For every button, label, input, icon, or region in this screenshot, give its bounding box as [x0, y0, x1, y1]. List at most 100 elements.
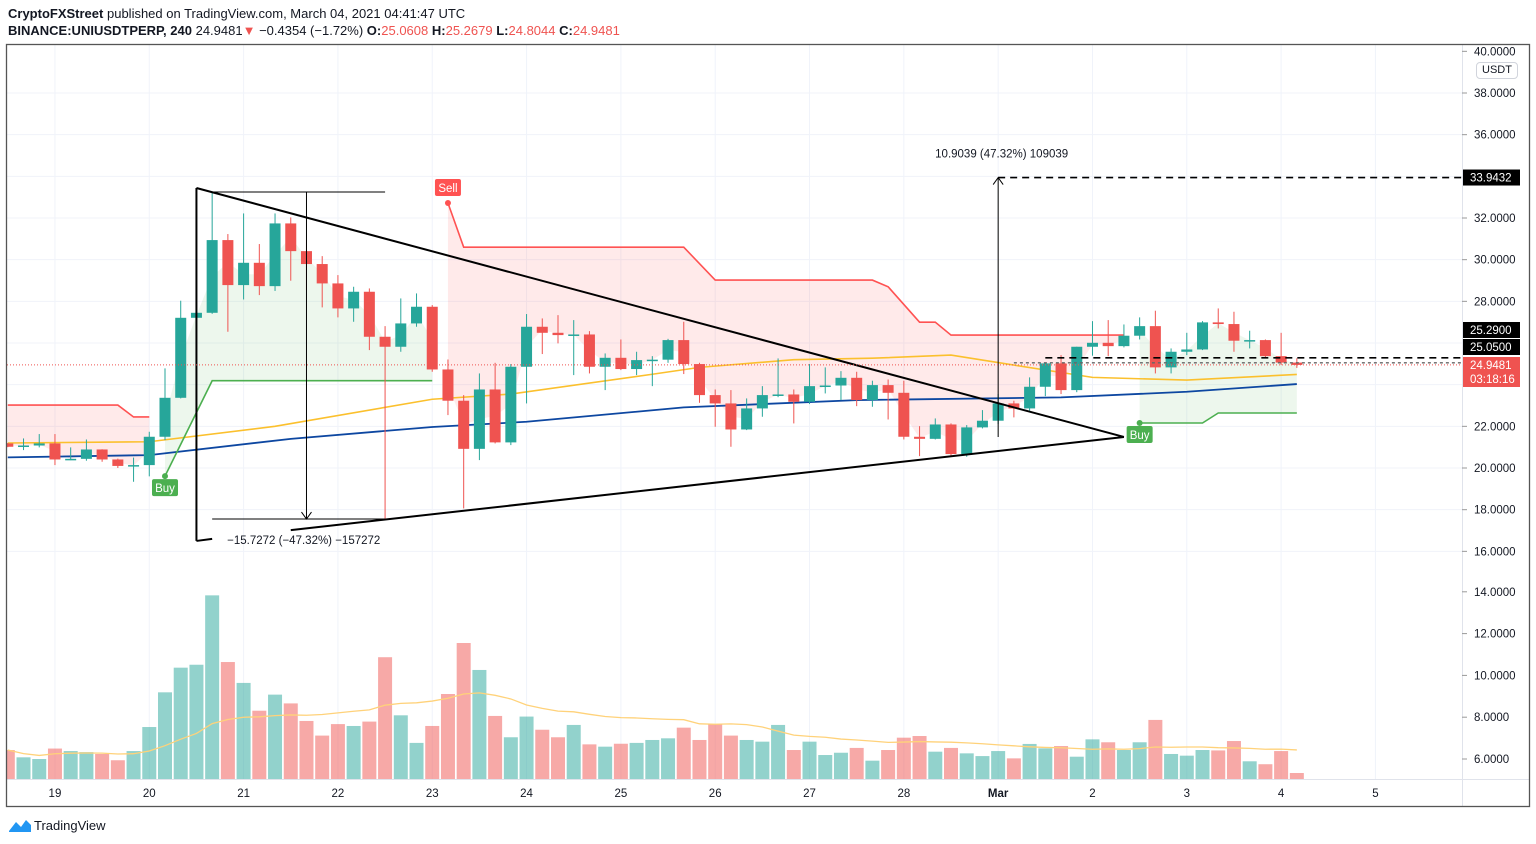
candle-body: [348, 291, 360, 309]
candle-body: [1071, 346, 1083, 391]
volume-bar: [1069, 756, 1084, 779]
candle: [1149, 310, 1161, 374]
candle: [662, 338, 674, 363]
price-change: −0.4354 (−1.72%): [259, 23, 364, 38]
candle-body: [866, 385, 878, 401]
volume-bar: [110, 760, 125, 779]
candle: [143, 431, 155, 477]
signal-text: Buy: [1130, 430, 1150, 442]
volume-bar: [692, 739, 707, 779]
candle-body: [128, 465, 140, 467]
volume-bar: [928, 751, 943, 779]
candle-body: [80, 449, 92, 459]
volume-bar: [126, 751, 141, 779]
candle: [1102, 320, 1114, 357]
volume-bar: [1022, 743, 1037, 779]
candle-body: [1118, 335, 1130, 347]
candle: [945, 423, 957, 457]
volume-bar: [1085, 739, 1100, 779]
candle: [7, 443, 14, 448]
supertrend-fill: [447, 203, 1124, 441]
buy-signal-label: Buy: [1126, 420, 1153, 444]
candle: [1165, 348, 1177, 374]
candle: [646, 356, 658, 387]
volume-bar: [1054, 746, 1069, 779]
axes: 40.000038.000036.000032.000030.000028.00…: [7, 45, 1529, 806]
price-tick-label: 20.0000: [1474, 463, 1516, 475]
time-tick-label: 2: [1089, 788, 1095, 800]
volume-bar: [1101, 742, 1116, 779]
candle: [693, 362, 705, 403]
candle-body: [33, 443, 45, 446]
candle: [49, 434, 61, 466]
volume-bar: [220, 662, 235, 779]
candle-body: [662, 340, 674, 360]
candle-body: [426, 306, 438, 370]
volume-bar: [1148, 719, 1163, 779]
drawings[interactable]: −15.7272 (−47.32%) −157272 10.9039 (47.32…: [7, 149, 1462, 547]
tradingview-logo[interactable]: TradingView: [8, 817, 106, 833]
time-tick-label: 22: [332, 788, 345, 800]
time-tick-label: 5: [1372, 788, 1378, 800]
candle: [1055, 355, 1067, 395]
volume-bar: [173, 667, 188, 779]
candle-body: [1134, 326, 1146, 336]
low-label: L:: [496, 23, 509, 38]
volume-bar: [818, 755, 833, 779]
candle: [1244, 330, 1256, 349]
publish-info: CryptoFXStreet published on TradingView.…: [8, 6, 465, 21]
candle: [631, 351, 643, 376]
candle-body: [568, 334, 580, 336]
volume-bar: [440, 694, 455, 779]
candle: [411, 293, 423, 327]
candle: [1008, 400, 1020, 418]
volume-bar: [849, 747, 864, 779]
volume-bar: [723, 735, 738, 779]
candle-body: [473, 389, 485, 449]
tradingview-logo-icon: [9, 820, 31, 832]
candle-body: [741, 408, 753, 430]
candle-body: [379, 336, 391, 347]
candle: [866, 380, 878, 407]
volume-bar: [535, 729, 550, 779]
time-tick-label: 26: [709, 788, 722, 800]
candle-body: [914, 436, 926, 439]
candle-body: [819, 385, 831, 388]
volume-bar: [315, 735, 330, 779]
candle-body: [7, 443, 14, 447]
volume-bar: [95, 753, 110, 779]
volume-bar: [299, 720, 314, 779]
volume-bar: [378, 657, 393, 779]
publisher-name[interactable]: CryptoFXStreet: [8, 6, 104, 21]
volume-bar: [896, 737, 911, 779]
candle-body: [458, 400, 470, 449]
volume-bar: [409, 742, 424, 779]
candle: [505, 364, 517, 446]
volume-bar: [645, 739, 660, 779]
time-tick-label: 19: [49, 788, 62, 800]
candle-body: [583, 334, 595, 367]
candle: [1071, 346, 1083, 393]
currency-unit-button[interactable]: USDT: [1476, 62, 1518, 79]
time-tick-label: 23: [426, 788, 439, 800]
volume-bar: [865, 760, 880, 779]
candle-body: [1259, 340, 1271, 357]
candle: [756, 386, 768, 417]
open-label: O:: [366, 23, 382, 38]
volume-bars: [7, 595, 1304, 779]
candle: [568, 320, 580, 376]
level-badge-33: [1463, 169, 1520, 186]
volume-bar: [393, 715, 408, 779]
volume-bar: [739, 739, 754, 779]
candle: [253, 244, 265, 296]
candle-body: [945, 424, 957, 455]
volume-bar: [1038, 748, 1053, 779]
candle: [819, 367, 831, 394]
candle-body: [1165, 351, 1177, 368]
candle: [914, 426, 926, 457]
candle-body: [756, 395, 768, 409]
time-tick-label: Mar: [988, 788, 1009, 800]
candle-body: [599, 357, 611, 367]
candle: [458, 395, 470, 509]
